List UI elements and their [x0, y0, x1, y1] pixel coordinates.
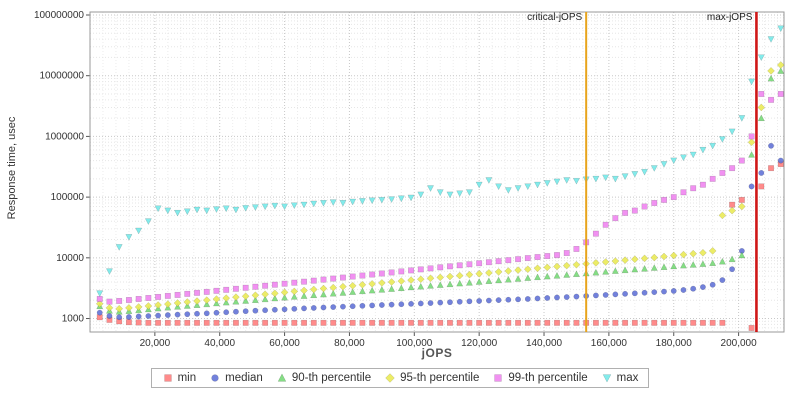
legend-item-90-th-percentile: 90-th percentile — [276, 372, 371, 384]
y-tick-label: 100000 — [51, 192, 85, 203]
series-median — [96, 142, 784, 321]
legend-item-95-th-percentile: 95-th percentile — [384, 372, 479, 384]
series-max — [96, 25, 785, 298]
y-tick-label: 1000000 — [45, 131, 84, 142]
legend-label: median — [225, 372, 263, 384]
series-95-th-percentile — [95, 61, 785, 313]
plot-area: 20,000 40,000 60,000 80,000 100,000 120,000 14… — [34, 10, 785, 349]
x-tick-label: 140,000 — [526, 338, 563, 349]
grid-minor — [90, 12, 784, 332]
plot-border — [89, 11, 785, 333]
legend-label: min — [177, 372, 197, 384]
legend-label: 90-th percentile — [291, 372, 372, 384]
circle-marker-icon — [211, 374, 219, 382]
x-tick-label: 180,000 — [656, 338, 693, 349]
triangle-up-marker-icon — [277, 373, 287, 382]
y-axis-label: Response time, usec — [6, 116, 18, 220]
legend-label: max — [616, 372, 639, 384]
legend-item-max: max — [601, 372, 639, 384]
legend-row: min median 90-th percentile 95-th percentil… — [0, 368, 800, 388]
legend-label: 99-th percentile — [508, 372, 588, 384]
x-tick-label: 40,000 — [204, 338, 235, 349]
x-axis-label: jOPS — [421, 346, 453, 360]
y-tick-label: 100000000 — [34, 10, 84, 21]
triangle-down-marker-icon — [602, 374, 611, 383]
square-marker-icon — [494, 374, 503, 382]
x-tick-label: 200,000 — [721, 338, 758, 349]
x-tick-label: 80,000 — [334, 338, 365, 349]
series-99-th-percentile — [96, 91, 784, 305]
grid-major: 20,000 40,000 60,000 80,000 100,000 120,000 14… — [34, 10, 784, 349]
y-tick-label: 1000 — [62, 314, 85, 325]
y-tick-label: 10000000 — [40, 71, 85, 82]
x-tick-label: 160,000 — [591, 338, 628, 349]
square-marker-icon — [163, 374, 172, 382]
annotation-label-max-jOPS: max-jOPS — [707, 12, 753, 23]
x-tick-label: 60,000 — [269, 338, 300, 349]
x-tick-label: 100,000 — [396, 338, 433, 349]
x-tick-label: 20,000 — [140, 338, 171, 349]
annotation-label-critical-jOPS: critical-jOPS — [527, 12, 582, 23]
legend-item-99-th-percentile: 99-th percentile — [492, 372, 588, 384]
legend-item-median: median — [209, 372, 263, 384]
y-tick-label: 10000 — [56, 253, 84, 264]
diamond-marker-icon — [385, 373, 395, 383]
x-tick-label: 120,000 — [461, 338, 498, 349]
legend-label: 95-th percentile — [400, 372, 480, 384]
legend-item-min: min — [162, 372, 197, 384]
legend: min median 90-th percentile 95-th percentil… — [150, 368, 650, 388]
series-min — [96, 161, 784, 331]
